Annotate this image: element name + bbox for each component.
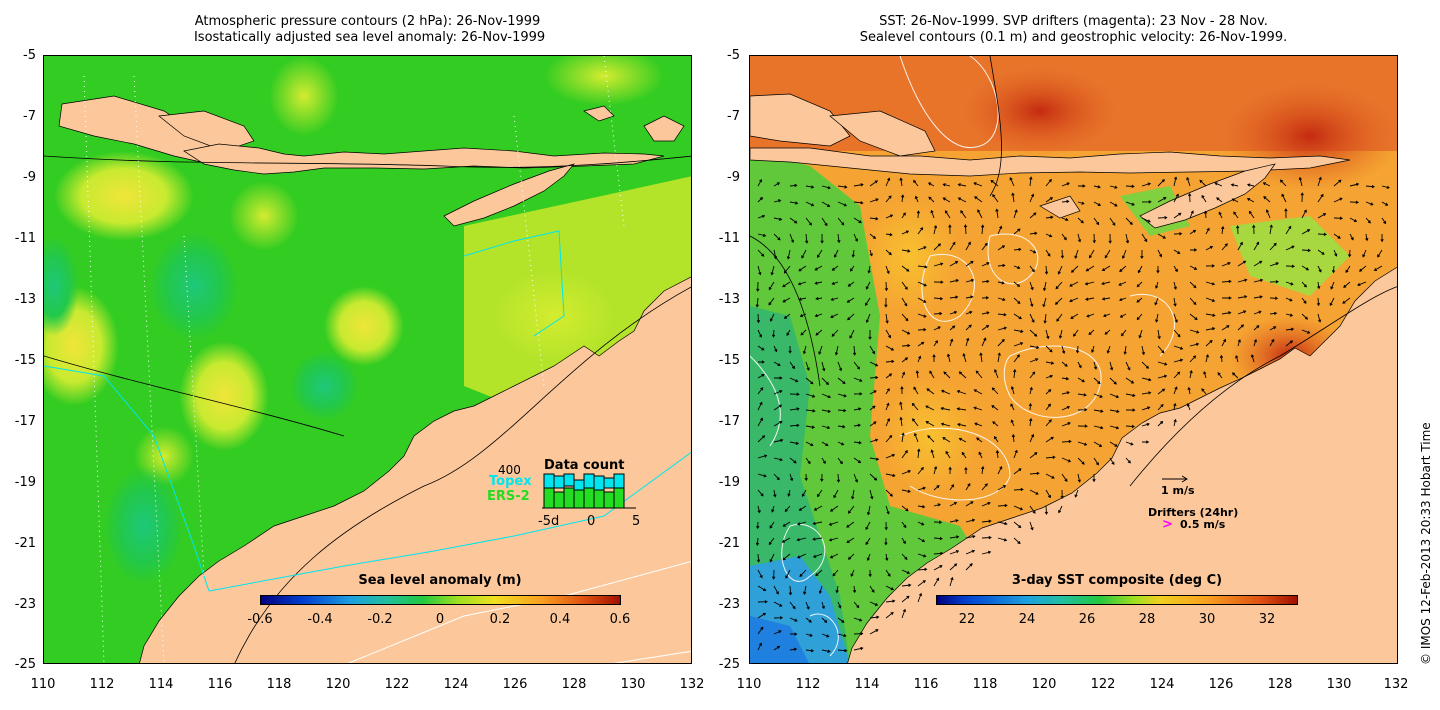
sst-graphic	[750, 56, 1397, 663]
lat-tick: -19	[14, 475, 36, 490]
velocity-scale-arrow	[1162, 475, 1188, 483]
lat-tick: -15	[718, 353, 740, 368]
lon-tick: 120	[325, 677, 351, 692]
lat-tick: -25	[14, 657, 36, 672]
velocity-scale-label: 1 m/s	[1161, 484, 1195, 497]
sla-cbar-tick: -0.2	[367, 612, 393, 627]
lat-tick: -7	[23, 109, 36, 124]
lon-tick: 132	[1383, 677, 1409, 692]
lon-tick: 118	[266, 677, 292, 692]
left-map-title: Atmospheric pressure contours (2 hPa): 2…	[193, 14, 546, 45]
data-count-histogram	[542, 473, 636, 509]
lon-tick: 112	[795, 677, 821, 692]
data-count-xmin: -5d	[538, 514, 560, 529]
lon-tick: 114	[854, 677, 880, 692]
topex-label: Topex	[489, 474, 532, 489]
lat-tick: -11	[14, 231, 36, 246]
lon-tick: 124	[1149, 677, 1175, 692]
sla-cbar-tick: 0.4	[549, 612, 571, 627]
ers-2-label: ERS-2	[487, 489, 530, 504]
lon-tick: 118	[972, 677, 998, 692]
velocity-vector	[755, 176, 1390, 653]
lon-tick: 124	[443, 677, 469, 692]
sst-cbar-tick: 24	[1018, 612, 1036, 627]
lat-tick: -21	[718, 536, 740, 551]
lon-tick: 116	[913, 677, 939, 692]
lon-tick: 130	[1326, 677, 1352, 692]
lat-tick: -5	[23, 48, 36, 63]
imos-credit: © IMOS 12-Feb-2013 20:33 Hobart Time	[1419, 422, 1433, 665]
lat-tick: -5	[727, 48, 740, 63]
sst-cbar-tick: 26	[1078, 612, 1096, 627]
lat-tick: -13	[14, 292, 36, 307]
lat-tick: -21	[14, 536, 36, 551]
lat-tick: -17	[718, 414, 740, 429]
sst-cbar-tick: 22	[958, 612, 976, 627]
lon-tick: 128	[561, 677, 587, 692]
data-count-title: Data count	[544, 458, 625, 473]
sla-cbar-tick: 0.2	[489, 612, 511, 627]
lon-tick: 132	[679, 677, 705, 692]
sst-cbar-tick: 32	[1258, 612, 1276, 627]
data-count-max-label: 400	[498, 463, 521, 477]
drifters-label: Drifters (24hr)	[1148, 506, 1239, 519]
drifter-symbol: >	[1162, 517, 1173, 532]
lon-tick: 126	[502, 677, 528, 692]
lat-tick: -23	[718, 597, 740, 612]
right-map-title: SST: 26-Nov-1999. SVP drifters (magenta)…	[859, 14, 1288, 45]
sst-cbar-tick: 30	[1198, 612, 1216, 627]
drifter-scale-label: 0.5 m/s	[1180, 518, 1226, 531]
lat-tick: -23	[14, 597, 36, 612]
sst-map: 1 m/s Drifters (24hr) > 0.5 m/s 3-day SS…	[749, 55, 1398, 664]
geostrophic-velocity-vectors	[755, 176, 1390, 653]
lon-tick: 130	[620, 677, 646, 692]
sla-colorbar-title: Sea level anomaly (m)	[358, 573, 522, 588]
sst-colorbar-title: 3-day SST composite (deg C)	[1011, 573, 1223, 588]
lon-tick: 122	[1090, 677, 1116, 692]
lon-tick: 110	[736, 677, 762, 692]
lon-tick: 110	[30, 677, 56, 692]
lat-tick: -9	[23, 170, 36, 185]
data-count-xmid: 0	[587, 514, 596, 529]
lat-tick: -17	[14, 414, 36, 429]
lon-tick: 126	[1208, 677, 1234, 692]
lat-tick: -13	[718, 292, 740, 307]
sla-cbar-tick: 0.6	[609, 612, 631, 627]
sla-colorbar	[260, 595, 621, 605]
lon-tick: 122	[384, 677, 410, 692]
lon-tick: 116	[207, 677, 233, 692]
data-count-xmax: 5	[632, 514, 641, 529]
sla-cbar-tick: -0.6	[247, 612, 273, 627]
lat-tick: -7	[727, 109, 740, 124]
sla-cbar-tick: 0	[435, 612, 445, 627]
sea-level-anomaly-map: Data count 400 Topex ERS-2 -5d 0 5 Sea l…	[43, 55, 692, 664]
lon-tick: 114	[148, 677, 174, 692]
lat-tick: -15	[14, 353, 36, 368]
sst-cbar-tick: 28	[1138, 612, 1156, 627]
lon-tick: 120	[1031, 677, 1057, 692]
lat-tick: -19	[718, 475, 740, 490]
sst-colorbar	[936, 595, 1298, 605]
lon-tick: 112	[89, 677, 115, 692]
sla-cbar-tick: -0.4	[307, 612, 333, 627]
lat-tick: -25	[718, 657, 740, 672]
lat-tick: -9	[727, 170, 740, 185]
lon-tick: 128	[1267, 677, 1293, 692]
sea-level-anomaly-graphic	[44, 56, 691, 663]
lat-tick: -11	[718, 231, 740, 246]
